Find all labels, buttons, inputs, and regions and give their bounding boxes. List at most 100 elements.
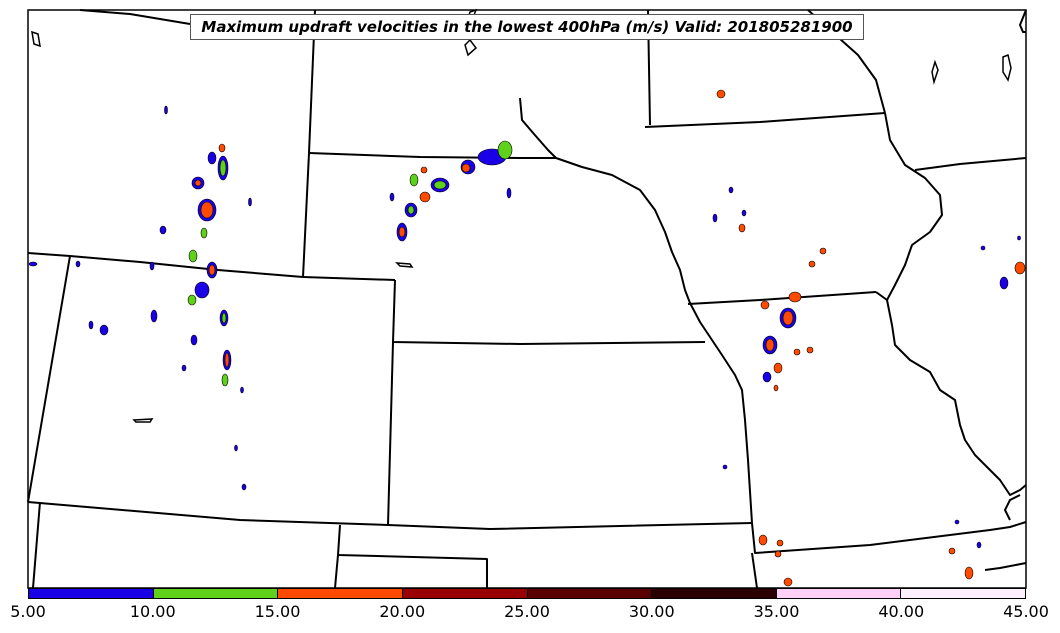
colorbar-tick-label: 30.00 <box>628 602 675 621</box>
colorbar <box>28 588 1026 599</box>
colorbar-tick-label: 25.00 <box>504 602 550 621</box>
colorbar-swatch <box>652 589 777 598</box>
iowa-north-border <box>644 112 886 128</box>
updraft-cell <box>164 105 168 115</box>
updraft-cell <box>808 260 816 268</box>
updraft-cell <box>75 260 81 268</box>
colorbar-swatch <box>527 589 653 598</box>
lake-fragment-3 <box>931 59 939 85</box>
updraft-cell <box>419 191 431 203</box>
lake-fragment-1 <box>464 38 478 57</box>
mississippi-river-border <box>875 112 943 301</box>
updraft-cell <box>99 324 109 336</box>
colorbar-tick-label: 35.00 <box>753 602 800 621</box>
updraft-cell <box>765 338 775 352</box>
updraft-cell <box>159 225 167 235</box>
lakes <box>31 8 1012 423</box>
updraft-cell <box>819 247 827 255</box>
tennessee-river <box>1004 494 1021 521</box>
updraft-cell <box>398 226 406 238</box>
updraft-cell <box>461 163 471 173</box>
updraft-cell <box>420 166 428 174</box>
nebraska-south-border <box>302 276 396 281</box>
updraft-cell <box>188 249 198 263</box>
updraft-cell <box>783 577 793 587</box>
updraft-cell <box>194 281 210 299</box>
updraft-cell <box>28 261 38 267</box>
colorbar-tick-label: 10.00 <box>129 602 176 621</box>
updraft-cell <box>433 180 447 190</box>
updraft-cell <box>207 151 217 165</box>
updraft-cell <box>964 566 974 580</box>
updraft-cell <box>149 261 155 271</box>
updraft-cell <box>776 539 784 547</box>
colorado-south-border <box>27 501 753 530</box>
updraft-cell <box>1017 235 1021 241</box>
idaho-montana-border <box>79 9 191 25</box>
updraft-cell <box>190 334 198 346</box>
updraft-cell <box>773 362 783 374</box>
updraft-cell <box>976 541 982 549</box>
updraft-cell <box>150 309 158 323</box>
updraft-cell <box>762 371 772 383</box>
updraft-cell <box>758 534 768 546</box>
utah-arizona-border <box>32 501 41 589</box>
illinois-north-border <box>914 157 1027 171</box>
updraft-cell <box>980 245 986 251</box>
updraft-cell <box>760 300 770 310</box>
colorbar-swatch <box>901 589 1025 598</box>
updraft-cell <box>948 547 956 555</box>
colorbar-tick-label: 15.00 <box>254 602 301 621</box>
updraft-cell <box>793 348 801 356</box>
updraft-cell <box>738 223 746 233</box>
missouri-river-border <box>519 97 753 524</box>
updraft-cell <box>218 143 226 153</box>
updraft-cell <box>181 364 187 372</box>
updraft-cell <box>407 205 415 215</box>
updraft-cell <box>741 209 747 217</box>
updraft-cell <box>954 519 960 525</box>
wyoming-border <box>27 9 316 278</box>
new-mexico-border <box>337 524 488 588</box>
updraft-cell <box>224 352 230 368</box>
updraft-cell <box>716 89 726 99</box>
updraft-cell <box>728 186 734 194</box>
colorbar-swatch <box>29 589 154 598</box>
colorado-west-border <box>27 255 71 503</box>
updraft-cell <box>240 386 244 394</box>
updraft-cell <box>409 173 419 187</box>
colorbar-tick-label: 20.00 <box>379 602 426 621</box>
oklahoma-east-border <box>751 552 758 589</box>
updraft-cell <box>497 140 513 160</box>
updraft-cell <box>88 320 94 330</box>
updraft-cell <box>506 187 512 199</box>
colorbar-swatch <box>278 589 403 598</box>
map-title: Maximum updraft velocities in the lowest… <box>190 14 864 40</box>
lake-fragment-6 <box>132 418 154 423</box>
colorbar-swatch <box>402 589 528 598</box>
iowa-south-border <box>687 291 877 305</box>
updraft-cell <box>208 264 216 276</box>
lake-michigan-shore <box>1019 9 1027 33</box>
updraft-cell <box>248 197 252 207</box>
updraft-cell <box>200 227 208 239</box>
updraft-cell <box>712 213 718 223</box>
updraft-cell <box>774 550 782 558</box>
updraft-cell <box>806 346 814 354</box>
colorbar-tick-label: 45.00 <box>1003 602 1049 621</box>
updraft-cell <box>200 201 214 219</box>
colorbar-swatch <box>776 589 902 598</box>
updraft-cell <box>219 159 227 177</box>
lake-fragment-2 <box>1002 53 1012 82</box>
updraft-cell <box>782 310 794 326</box>
nebraska-north-border <box>308 152 556 159</box>
oklahoma-panhandle-border <box>334 554 339 589</box>
updraft-cell <box>221 373 229 387</box>
missouri-arkansas-border <box>751 521 1027 554</box>
updraft-cell <box>999 276 1009 290</box>
updraft-cell <box>221 312 227 324</box>
updraft-cell <box>788 291 802 303</box>
colorbar-tick-label: 40.00 <box>878 602 925 621</box>
updraft-cell <box>187 294 197 306</box>
